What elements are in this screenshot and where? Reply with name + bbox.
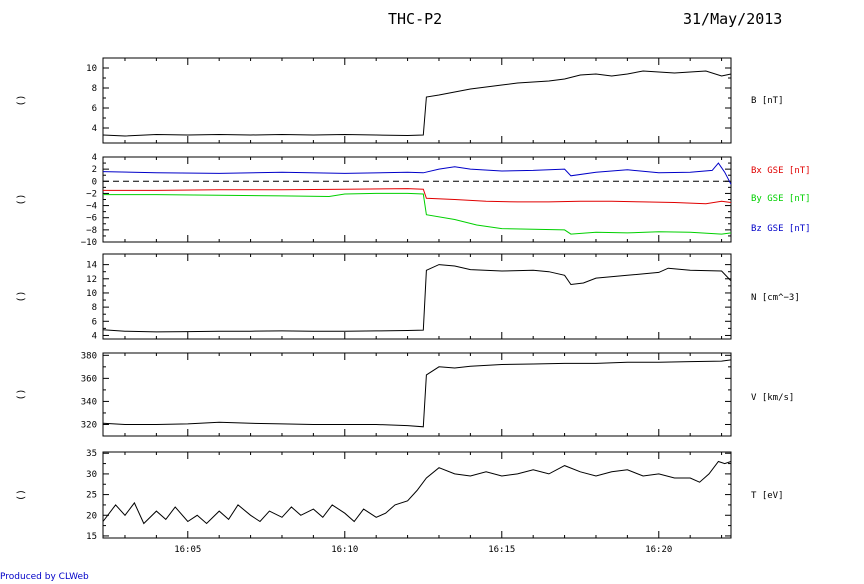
y-tick-label: 4 [92, 331, 97, 341]
y-tick-label: 14 [86, 261, 97, 271]
y-tick-label: 25 [86, 491, 97, 501]
y-tick-label: 340 [81, 397, 97, 407]
panel-n: 4 6 8 10 12 14 () N [cm^−3] [16, 253, 800, 341]
y-tick-label: 4 [92, 153, 97, 163]
y-tick-label: 12 [86, 275, 97, 285]
series-line-by [103, 192, 732, 235]
y-tick-label: 8 [92, 303, 97, 313]
series-label: V [km/s] [751, 393, 794, 403]
series-label: Bx GSE [nT] [751, 166, 811, 176]
series-line-t [102, 460, 732, 525]
series-label: N [cm^−3] [751, 293, 800, 303]
y-tick-label: 380 [81, 351, 97, 361]
panel-v: 320 340 360 380 () V [km/s] [16, 351, 794, 437]
panel-frame [102, 253, 732, 340]
y-tick-label: 320 [81, 420, 97, 430]
y-axis-label: () [16, 388, 27, 400]
y-tick-label: −8 [86, 226, 97, 236]
y-axis-label: () [16, 193, 27, 205]
y-axis-label: () [16, 489, 27, 501]
y-tick-label: −10 [81, 238, 97, 248]
panel-b: 4 6 8 10 () B [nT] [16, 57, 784, 144]
panel-frame [102, 451, 732, 539]
y-tick-label: 10 [86, 64, 97, 74]
y-tick-label: −4 [86, 202, 97, 212]
series-line-bz [102, 162, 732, 185]
x-tick-label: 16:05 [174, 545, 201, 555]
panel-frame [102, 352, 732, 437]
series-line-bx [103, 188, 732, 205]
panel-frame [102, 57, 732, 144]
panel-t: 15 20 25 30 35 () T [eV] [16, 449, 784, 542]
y-tick-label: 8 [92, 84, 97, 94]
y-tick-label: 30 [86, 470, 97, 480]
y-axis-label: () [16, 94, 27, 106]
series-line-v [102, 359, 732, 428]
x-tick-label: 16:10 [331, 545, 358, 555]
y-tick-label: 20 [86, 511, 97, 521]
plot-title: THC-P2 [388, 10, 443, 28]
y-axis-label: () [16, 290, 27, 302]
y-tick-label: 360 [81, 374, 97, 384]
y-tick-label: −6 [86, 214, 97, 224]
plot-date: 31/May/2013 [683, 10, 783, 28]
y-tick-label: 35 [86, 449, 97, 459]
y-tick-label: 0 [92, 177, 97, 187]
y-tick-label: 4 [92, 124, 97, 134]
series-line-n [102, 264, 732, 333]
series-line-b [102, 70, 732, 137]
footer-credit: Produced by CLWeb [0, 572, 89, 582]
x-tick-label: 16:15 [488, 545, 515, 555]
y-tick-label: 6 [92, 104, 97, 114]
series-label: B [nT] [751, 96, 784, 106]
y-tick-label: 6 [92, 317, 97, 327]
y-tick-label: 2 [92, 165, 97, 175]
series-label: By GSE [nT] [751, 194, 811, 204]
panel-bxyz: −10 −8 −6 −4 −2 0 2 4 () Bx GSE [nT] By GSE [nT] Bz… [16, 153, 811, 248]
y-tick-label: 15 [86, 532, 97, 542]
y-tick-label: −2 [86, 189, 97, 199]
panel-frame [102, 156, 732, 243]
panels-layer: 4 6 8 10 () B [nT] −10 −8 −6 −4 −2 0 2 4 () Bx GSE [nT]… [16, 57, 811, 555]
y-tick-label: 10 [86, 289, 97, 299]
series-label: Bz GSE [nT] [751, 224, 811, 234]
series-label: T [eV] [751, 491, 784, 501]
x-tick-label: 16:20 [645, 545, 672, 555]
